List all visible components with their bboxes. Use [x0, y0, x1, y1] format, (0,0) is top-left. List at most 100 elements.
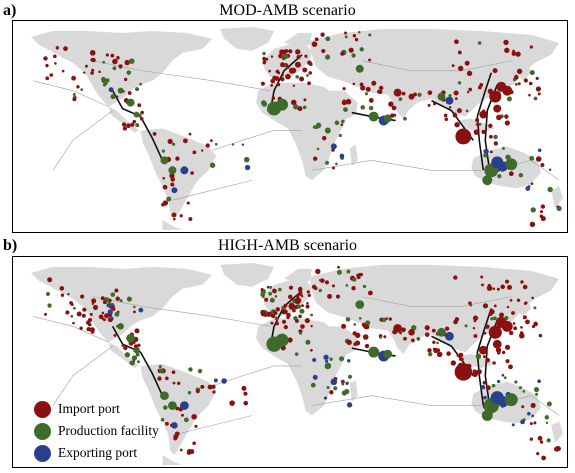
exporting-port-marker	[323, 354, 329, 360]
import-port-marker	[310, 324, 313, 328]
production-facility-marker	[310, 313, 314, 317]
production-facility-marker	[275, 333, 289, 347]
main-route-line	[269, 54, 303, 113]
import-port-marker	[91, 302, 95, 306]
production-facility-marker	[547, 186, 553, 193]
production-facility-marker	[293, 104, 299, 110]
import-port-marker	[540, 204, 546, 209]
production-facility-marker	[163, 405, 168, 410]
production-facility-marker	[70, 314, 74, 318]
import-port-marker	[340, 51, 345, 56]
import-port-marker	[121, 343, 125, 347]
import-port-marker	[523, 302, 527, 306]
import-port-marker	[501, 320, 513, 332]
import-port-marker	[451, 64, 455, 68]
import-port-marker	[211, 384, 216, 389]
import-port-marker	[133, 310, 136, 314]
import-port-marker	[191, 414, 197, 420]
import-port-marker	[504, 47, 510, 54]
exporting-port-marker	[480, 384, 486, 390]
import-port-marker	[485, 357, 490, 363]
import-port-marker	[90, 71, 94, 75]
production-facility-marker	[355, 300, 365, 309]
import-port-marker	[116, 56, 120, 60]
production-facility-marker	[168, 401, 177, 410]
production-facility-marker	[310, 382, 316, 388]
landmass	[309, 264, 560, 353]
import-port-marker	[468, 87, 473, 92]
exporting-port-marker	[312, 357, 317, 362]
import-port-marker	[139, 117, 144, 121]
import-port-marker	[354, 340, 361, 346]
import-port-marker	[502, 85, 513, 96]
exporting-port-marker	[138, 307, 144, 313]
production-facility-marker	[335, 162, 338, 166]
import-port-marker	[186, 201, 190, 205]
import-port-marker	[499, 312, 505, 318]
import-port-marker	[535, 86, 541, 92]
import-port-marker	[207, 384, 213, 390]
import-port-marker	[488, 325, 502, 339]
exporting-port-marker	[339, 153, 345, 159]
import-port-marker	[179, 448, 183, 452]
import-port-marker	[268, 69, 271, 73]
legend-label-import-port: Import port	[58, 401, 120, 416]
landmass	[309, 28, 560, 117]
import-port-marker	[79, 326, 83, 330]
import-port-marker	[427, 103, 431, 107]
production-facility-marker	[352, 277, 357, 282]
import-port-marker	[271, 96, 276, 100]
import-port-marker	[408, 93, 415, 100]
production-facility-marker	[119, 299, 123, 303]
production-facility-marker	[398, 97, 403, 102]
production-facility-marker	[295, 75, 299, 79]
import-port-marker	[368, 290, 373, 296]
production-facility-marker	[314, 125, 319, 130]
import-port-marker	[436, 351, 443, 358]
import-port-marker	[537, 92, 541, 96]
import-port-marker	[71, 75, 76, 81]
import-port-marker	[182, 138, 188, 144]
production-facility-marker	[383, 349, 393, 359]
production-facility-marker	[325, 36, 331, 42]
production-facility-marker	[316, 147, 320, 151]
production-facility-marker	[351, 53, 356, 58]
exporting-port-marker	[179, 401, 189, 410]
import-port-marker	[195, 389, 200, 394]
production-facility-marker	[477, 41, 482, 45]
import-port-marker	[529, 45, 533, 49]
import-port-marker	[190, 171, 194, 175]
import-port-marker	[301, 304, 304, 308]
production-facility-marker	[346, 269, 351, 274]
import-port-marker	[299, 76, 305, 82]
import-port-marker	[276, 82, 281, 87]
import-port-marker	[122, 126, 127, 131]
import-port-marker	[177, 381, 181, 385]
import-port-marker	[289, 67, 295, 74]
minor-route-line	[32, 80, 109, 107]
import-port-marker	[497, 351, 501, 355]
import-port-marker	[53, 54, 57, 59]
import-port-marker	[537, 435, 543, 441]
import-port-marker	[482, 380, 487, 385]
landmass	[220, 26, 275, 51]
import-port-marker	[484, 324, 490, 329]
import-port-marker	[508, 364, 513, 370]
import-port-marker	[364, 324, 370, 330]
production-facility-marker	[546, 401, 552, 407]
import-port-marker	[355, 332, 361, 339]
exporting-port-marker	[241, 143, 245, 146]
import-port-marker	[82, 307, 87, 312]
import-port-marker	[454, 39, 459, 45]
exporting-port-marker	[171, 187, 178, 194]
production-facility-marker	[336, 269, 342, 275]
production-facility-marker	[324, 362, 332, 370]
legend-item-production-facility: Production facility	[34, 420, 159, 442]
import-port-marker	[311, 41, 318, 47]
import-port-marker	[324, 280, 329, 285]
import-port-marker	[101, 311, 105, 315]
import-port-marker	[453, 90, 459, 96]
production-facility-marker	[171, 142, 176, 146]
production-facility-marker	[411, 325, 417, 331]
import-port-marker	[194, 424, 198, 428]
